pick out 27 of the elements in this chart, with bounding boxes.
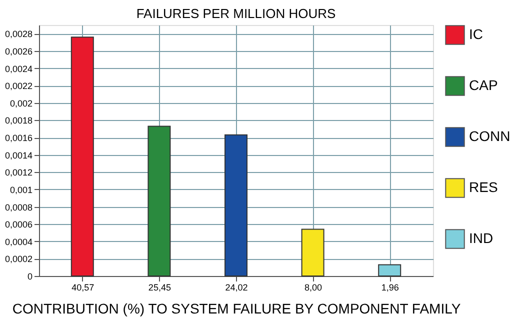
y-tick-label: 0	[27, 272, 32, 282]
y-tick-label: 0,0014	[4, 150, 32, 160]
legend-label: RES	[469, 179, 498, 195]
legend-label: CAP	[469, 77, 498, 93]
x-tick-label: 1,96	[381, 282, 399, 292]
y-tick-label: 0,0002	[4, 254, 32, 264]
x-tick-label: 40,57	[72, 282, 94, 292]
y-tick-label: 0,0012	[4, 168, 32, 178]
y-tick-label: 0,0026	[4, 46, 32, 56]
chart-title: FAILURES PER MILLION HOURS	[136, 6, 336, 21]
y-tick-label: 0,002	[10, 98, 32, 108]
legend-label: IND	[469, 230, 494, 246]
y-tick-label: 0,0006	[4, 220, 32, 230]
x-axis-title: CONTRIBUTION (%) TO SYSTEM FAILURE BY COMPONENT FAMILY	[12, 300, 462, 316]
y-tick-label: 0,001	[10, 184, 32, 195]
y-tick-label: 0,0022	[4, 81, 32, 92]
legend-label: IC	[469, 26, 483, 42]
y-tick-label: 0,0004	[4, 236, 32, 247]
legend-label: CONN	[469, 128, 510, 144]
x-tick-label: 8,00	[304, 282, 322, 292]
y-tick-label: 0,0018	[4, 116, 32, 126]
y-tick-label: 0,0016	[4, 133, 32, 144]
y-tick-label: 0,0008	[4, 202, 32, 212]
x-tick-label: 25,45	[148, 282, 171, 292]
y-tick-label: 0,0028	[4, 29, 32, 40]
y-tick-label: 0,0024	[4, 64, 32, 74]
x-tick-label: 24,02	[225, 282, 248, 292]
